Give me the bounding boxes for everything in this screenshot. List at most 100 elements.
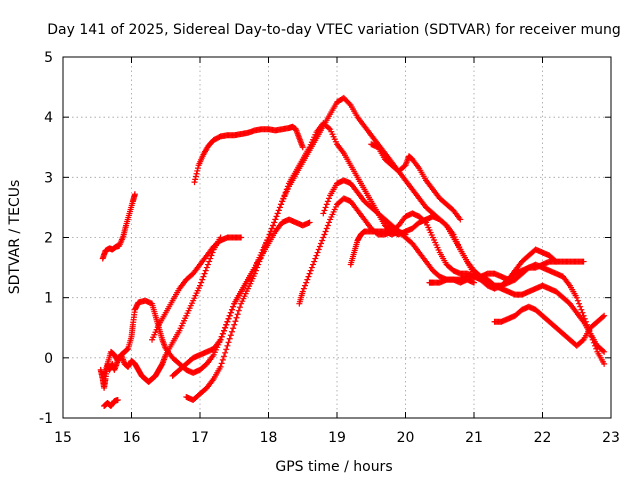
data-point xyxy=(314,249,321,256)
x-tick-label: 16 xyxy=(123,430,141,446)
data-point xyxy=(579,337,586,344)
data-point xyxy=(299,288,306,295)
data-point xyxy=(579,309,586,316)
data-point xyxy=(580,258,587,265)
data-point xyxy=(326,125,333,132)
data-point xyxy=(312,255,319,262)
x-tick-label: 20 xyxy=(397,430,415,446)
data-point xyxy=(219,330,226,337)
data-point xyxy=(306,270,313,277)
x-tick-labels: 15 16 17 18 19 20 21 22 23 xyxy=(54,430,620,446)
data-point xyxy=(114,396,121,403)
data-point xyxy=(218,360,225,367)
data-point xyxy=(197,282,203,289)
data-point xyxy=(457,216,464,223)
x-tick-label: 15 xyxy=(54,430,72,446)
data-point xyxy=(278,201,285,208)
data-point xyxy=(223,321,230,328)
data-point xyxy=(305,273,312,280)
data-point xyxy=(199,276,206,283)
data-point xyxy=(313,252,320,259)
data-point xyxy=(270,222,277,229)
data-point xyxy=(281,192,288,199)
data-point xyxy=(225,339,232,346)
data-point xyxy=(230,325,237,332)
series-pass-1 xyxy=(99,191,138,262)
data-point xyxy=(202,267,209,274)
data-point xyxy=(601,348,608,355)
x-tick-label: 22 xyxy=(534,430,552,446)
data-point xyxy=(265,234,272,241)
data-point xyxy=(238,234,245,241)
data-point xyxy=(266,231,273,238)
data-point xyxy=(577,303,584,310)
data-point xyxy=(207,255,214,262)
data-point xyxy=(201,270,208,277)
data-point xyxy=(198,279,205,286)
series-layer xyxy=(97,94,608,409)
data-point xyxy=(220,327,227,334)
data-point xyxy=(200,273,207,280)
series-pass-12 xyxy=(368,141,464,223)
data-point xyxy=(206,258,213,265)
data-point xyxy=(310,261,317,268)
data-point xyxy=(194,167,201,174)
data-point xyxy=(283,186,290,193)
data-point xyxy=(302,282,309,289)
x-axis-label: GPS time / hours xyxy=(275,459,392,475)
data-point xyxy=(226,335,233,342)
data-point xyxy=(224,342,231,349)
y-axis-label: SDTVAR / TECUs xyxy=(7,180,23,295)
data-point xyxy=(421,218,428,225)
data-point xyxy=(217,336,224,343)
data-point xyxy=(280,195,287,202)
y-tick-label: 2 xyxy=(44,231,53,247)
data-point xyxy=(321,207,328,214)
series-pass-11 xyxy=(347,228,409,268)
y-tick-label: 0 xyxy=(44,351,53,367)
data-point xyxy=(311,258,318,265)
y-tick-label: 5 xyxy=(44,50,53,66)
data-point xyxy=(224,318,231,325)
data-point xyxy=(320,210,327,217)
series-pass-14 xyxy=(491,303,608,349)
data-point xyxy=(223,346,230,353)
data-point xyxy=(218,333,225,340)
data-point xyxy=(194,165,201,172)
data-point xyxy=(192,173,199,180)
data-point xyxy=(191,179,198,186)
data-point xyxy=(308,264,315,271)
data-point xyxy=(279,198,286,205)
data-point xyxy=(274,210,281,217)
y-tick-label: 3 xyxy=(44,170,53,186)
data-point xyxy=(225,315,232,322)
data-point xyxy=(322,228,329,235)
data-point xyxy=(220,353,227,360)
data-point xyxy=(236,304,243,311)
data-point xyxy=(323,201,330,208)
data-point xyxy=(231,321,238,328)
data-point xyxy=(326,219,333,226)
data-point xyxy=(315,246,322,253)
data-point xyxy=(316,243,323,250)
data-point xyxy=(235,307,242,314)
data-point xyxy=(471,279,477,286)
data-point xyxy=(284,183,291,190)
x-tick-label: 17 xyxy=(191,430,209,446)
data-point xyxy=(227,332,234,339)
data-point xyxy=(318,240,325,247)
data-point xyxy=(576,300,583,307)
data-point xyxy=(192,176,199,183)
data-point xyxy=(204,261,211,268)
series-pass-13 xyxy=(426,258,587,286)
data-point xyxy=(324,222,331,229)
data-point xyxy=(131,191,138,198)
data-point xyxy=(230,303,237,310)
data-point xyxy=(222,349,229,356)
data-point xyxy=(324,198,331,205)
data-point xyxy=(233,314,240,321)
data-point xyxy=(227,309,234,316)
data-point xyxy=(326,195,333,202)
data-point xyxy=(306,219,313,226)
